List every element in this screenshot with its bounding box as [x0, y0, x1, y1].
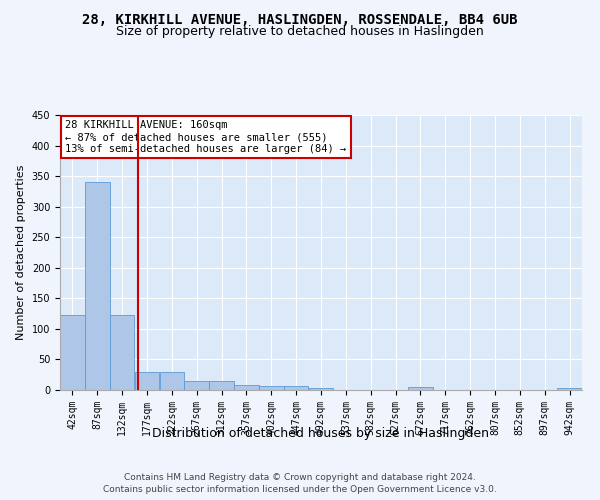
Bar — [557, 388, 582, 390]
Text: Contains public sector information licensed under the Open Government Licence v3: Contains public sector information licen… — [103, 485, 497, 494]
Text: Size of property relative to detached houses in Haslingden: Size of property relative to detached ho… — [116, 25, 484, 38]
Bar — [160, 372, 184, 390]
Bar — [184, 381, 209, 390]
Text: Contains HM Land Registry data © Crown copyright and database right 2024.: Contains HM Land Registry data © Crown c… — [124, 472, 476, 482]
Bar — [60, 316, 85, 390]
Bar — [309, 388, 333, 390]
Text: 28, KIRKHILL AVENUE, HASLINGDEN, ROSSENDALE, BB4 6UB: 28, KIRKHILL AVENUE, HASLINGDEN, ROSSEND… — [82, 12, 518, 26]
Bar — [408, 387, 433, 390]
Bar — [135, 372, 159, 390]
Bar — [209, 381, 234, 390]
Text: Distribution of detached houses by size in Haslingden: Distribution of detached houses by size … — [152, 428, 490, 440]
Y-axis label: Number of detached properties: Number of detached properties — [16, 165, 26, 340]
Bar — [259, 386, 284, 390]
Bar — [284, 386, 308, 390]
Text: 28 KIRKHILL AVENUE: 160sqm
← 87% of detached houses are smaller (555)
13% of sem: 28 KIRKHILL AVENUE: 160sqm ← 87% of deta… — [65, 120, 346, 154]
Bar — [110, 316, 134, 390]
Bar — [234, 385, 259, 390]
Bar — [85, 182, 110, 390]
